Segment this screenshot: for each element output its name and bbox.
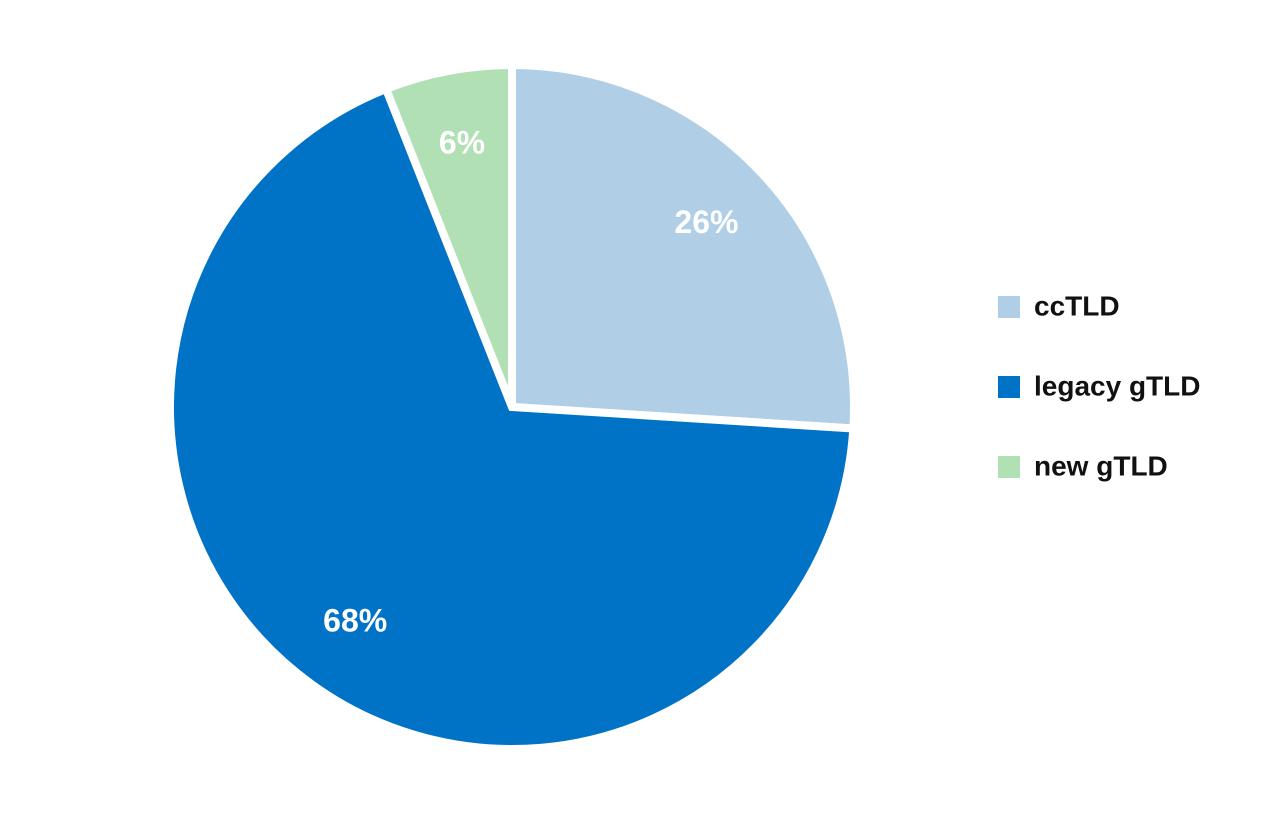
- value-label: 6%: [439, 124, 485, 160]
- legend-swatch: [998, 376, 1020, 398]
- legend-swatch: [998, 456, 1020, 478]
- legend-label: ccTLD: [1034, 290, 1120, 321]
- legend-label: new gTLD: [1034, 450, 1168, 481]
- pie-slice: [380, 60, 516, 409]
- legend-label: legacy gTLD: [1034, 370, 1200, 401]
- value-label: 68%: [323, 602, 387, 638]
- legend-swatch: [998, 296, 1020, 318]
- value-label: 26%: [674, 204, 738, 240]
- pie-slice: [508, 60, 858, 433]
- pie-slice: [166, 83, 858, 753]
